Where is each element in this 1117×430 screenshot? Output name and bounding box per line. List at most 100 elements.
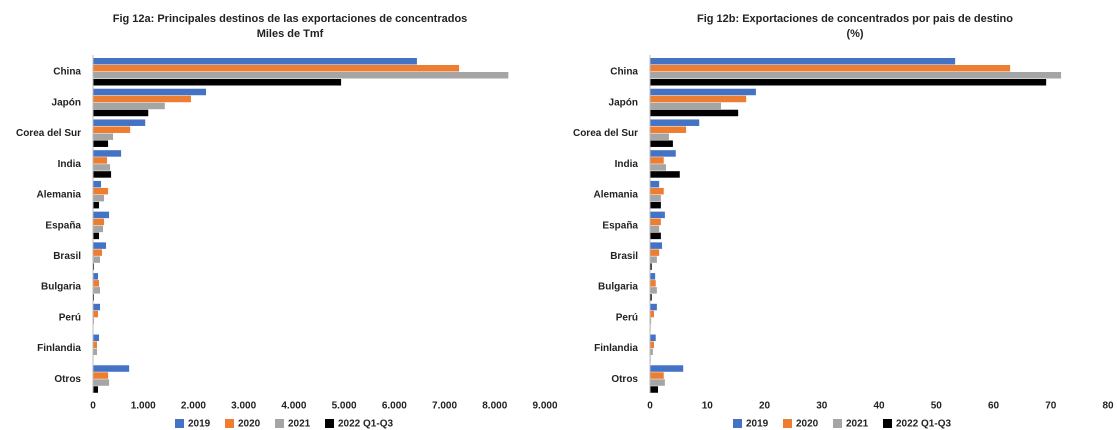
category-label: Otros xyxy=(54,374,81,385)
bar xyxy=(650,372,664,379)
bar xyxy=(650,287,657,294)
bar xyxy=(650,150,676,157)
bar xyxy=(650,133,669,140)
bar xyxy=(93,180,102,188)
category-label: China xyxy=(53,67,81,78)
legend-swatch xyxy=(175,419,184,428)
bar xyxy=(650,341,655,349)
bar xyxy=(93,79,342,86)
bar xyxy=(650,180,660,188)
bar xyxy=(93,317,95,325)
x-tick-label: 0 xyxy=(647,401,653,412)
bar xyxy=(93,341,98,349)
legend-label: 2020 xyxy=(796,419,819,430)
bar xyxy=(650,119,700,126)
category-label: Brasil xyxy=(610,251,638,262)
category-label: Finlandia xyxy=(594,343,638,354)
chart-subtitle: Miles de Tmf xyxy=(257,28,324,40)
bar xyxy=(650,273,656,280)
bar xyxy=(93,109,149,117)
bar xyxy=(650,72,1062,79)
legend-label: 2019 xyxy=(746,419,769,430)
chart-subtitle: (%) xyxy=(846,28,863,40)
category-label: India xyxy=(58,159,82,170)
bar xyxy=(650,211,665,219)
bar xyxy=(93,273,99,280)
x-tick-label: 40 xyxy=(873,401,885,412)
legend-swatch xyxy=(783,419,792,428)
legend-label: 2022 Q1-Q3 xyxy=(338,419,393,430)
x-tick-label: 50 xyxy=(931,401,943,412)
bar xyxy=(93,348,98,356)
x-tick-label: 70 xyxy=(1045,401,1057,412)
x-tick-label: 4.000 xyxy=(281,401,306,412)
legend-swatch xyxy=(325,419,334,428)
bar xyxy=(93,157,108,164)
x-tick-label: 30 xyxy=(816,401,828,412)
bar xyxy=(93,232,100,240)
category-label: Perú xyxy=(616,312,638,323)
chart-title: Fig 12b: Exportaciones de concentrados p… xyxy=(697,13,1013,25)
bar xyxy=(93,102,165,110)
category-label: Corea del Sur xyxy=(16,128,81,139)
bar xyxy=(650,225,660,233)
bar xyxy=(93,88,206,96)
bar xyxy=(93,171,112,178)
bar xyxy=(93,65,460,72)
bar xyxy=(650,256,657,263)
legend-swatch xyxy=(275,419,284,428)
bar xyxy=(93,119,146,126)
bar xyxy=(93,126,131,133)
bar xyxy=(650,386,659,393)
bar xyxy=(650,242,663,249)
legend-label: 2021 xyxy=(288,419,311,430)
bar xyxy=(93,194,105,202)
bar xyxy=(93,140,109,147)
bar xyxy=(650,218,661,226)
x-tick-label: 8.000 xyxy=(482,401,507,412)
bar xyxy=(93,310,99,318)
bar xyxy=(93,218,105,226)
category-label: Otros xyxy=(611,374,638,385)
bar xyxy=(650,303,657,311)
bar xyxy=(93,303,101,311)
bar xyxy=(650,187,664,195)
bar xyxy=(93,242,107,249)
bar xyxy=(93,211,110,219)
bar xyxy=(650,334,656,342)
bar xyxy=(93,379,110,386)
x-tick-label: 2.000 xyxy=(181,401,206,412)
category-label: Perú xyxy=(59,312,81,323)
x-tick-label: 0 xyxy=(90,401,96,412)
x-tick-label: 5.000 xyxy=(332,401,357,412)
x-tick-label: 1.000 xyxy=(131,401,156,412)
x-tick-label: 7.000 xyxy=(432,401,457,412)
category-label: Alemania xyxy=(594,190,639,201)
bar xyxy=(93,287,101,294)
category-label: India xyxy=(615,159,639,170)
category-label: Brasil xyxy=(53,251,81,262)
bar xyxy=(650,249,660,256)
bar xyxy=(650,365,684,372)
bar xyxy=(650,171,680,178)
bar xyxy=(650,109,739,117)
legend-label: 2019 xyxy=(188,419,211,430)
bar xyxy=(93,150,122,157)
bar xyxy=(93,263,95,270)
category-label: China xyxy=(610,67,638,78)
bar xyxy=(93,372,109,379)
bar xyxy=(93,95,191,103)
bar xyxy=(650,58,956,65)
legend-swatch xyxy=(883,419,892,428)
legend-swatch xyxy=(733,419,742,428)
bar xyxy=(650,317,652,325)
legend-swatch xyxy=(833,419,842,428)
chart-title: Fig 12a: Principales destinos de las exp… xyxy=(113,13,468,25)
bar xyxy=(650,348,653,356)
x-tick-label: 9.000 xyxy=(532,401,557,412)
bar xyxy=(650,79,1047,86)
bar xyxy=(650,280,656,287)
bar xyxy=(650,294,652,301)
legend-swatch xyxy=(225,419,234,428)
bar xyxy=(93,365,130,372)
